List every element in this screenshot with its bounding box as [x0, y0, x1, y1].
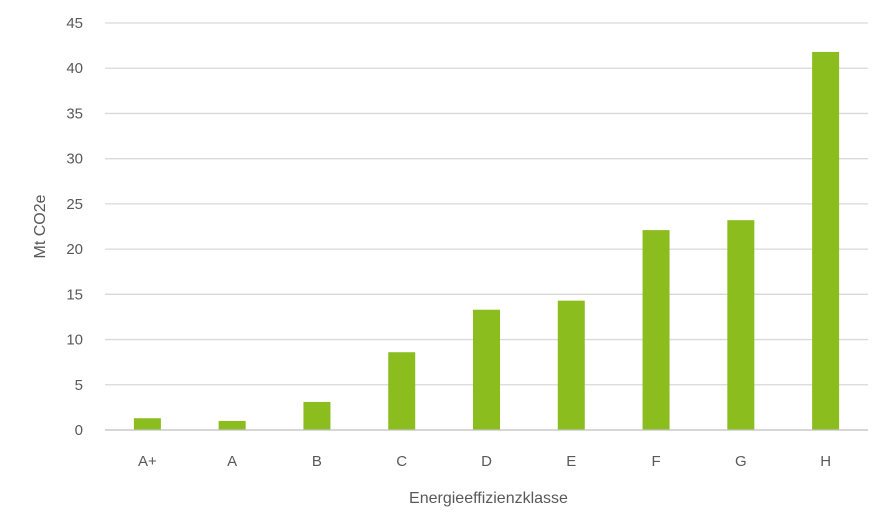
bars: [133, 51, 840, 430]
x-tick-label: H: [820, 453, 831, 470]
bar-G: [727, 220, 755, 430]
bar-F: [642, 230, 670, 430]
bar-H: [812, 51, 840, 430]
y-tick-label: 5: [75, 377, 83, 394]
x-axis-tick-labels: A+ A B C D E F G H: [138, 453, 831, 470]
y-tick-label: 25: [66, 196, 83, 213]
bar-E: [557, 300, 585, 430]
y-tick-label: 0: [75, 422, 83, 439]
x-axis-title: Energieeffizienzklasse: [409, 490, 568, 507]
y-tick-label: 15: [66, 286, 83, 303]
y-tick-label: 10: [66, 332, 83, 349]
bar-A+: [133, 418, 161, 430]
bar-A: [218, 420, 246, 430]
y-tick-label: 20: [66, 241, 83, 258]
x-tick-label: F: [651, 453, 660, 470]
y-axis-title: Mt CO2e: [32, 194, 49, 258]
x-tick-label: C: [396, 453, 407, 470]
bar-B: [303, 401, 331, 430]
x-tick-label: A+: [138, 453, 157, 470]
x-tick-label: E: [566, 453, 576, 470]
gridlines: [105, 22, 868, 386]
bar-C: [388, 352, 416, 430]
x-tick-label: G: [735, 453, 747, 470]
y-tick-label: 35: [66, 105, 83, 122]
x-tick-label: D: [481, 453, 492, 470]
y-tick-label: 45: [66, 15, 83, 32]
y-axis-tick-labels: 0 5 10 15 20 25 30 35 40 45: [66, 15, 83, 439]
y-tick-label: 40: [66, 60, 83, 77]
x-tick-label: B: [312, 453, 322, 470]
y-tick-label: 30: [66, 151, 83, 168]
x-tick-label: A: [227, 453, 237, 470]
bar-D: [473, 309, 500, 430]
